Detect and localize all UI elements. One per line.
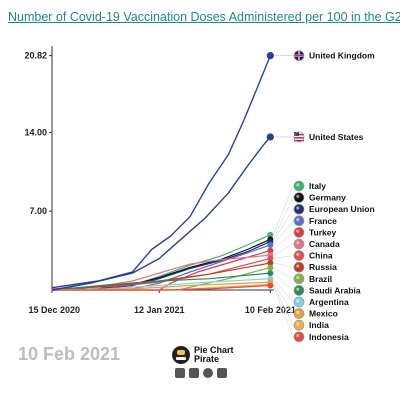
uk-flag-icon xyxy=(293,50,305,61)
reddit-icon[interactable] xyxy=(203,368,213,378)
mexico-flag-icon xyxy=(293,308,305,319)
series-endpoint-united-states xyxy=(266,133,274,141)
series-endpoint-china xyxy=(267,255,274,262)
legend-label-china: China xyxy=(309,251,333,261)
series-endpoint-brazil xyxy=(267,264,274,271)
france-flag-icon xyxy=(293,215,305,227)
saudi-arabia-flag-icon xyxy=(293,285,305,296)
series-endpoint-united-kingdom xyxy=(266,52,274,60)
series-endpoint-russia xyxy=(267,259,274,266)
legend-label-turkey: Turkey xyxy=(309,227,337,237)
legend-label-united-kingdom: United Kingdom xyxy=(309,51,375,61)
y-tick-label-2: 20.82 xyxy=(24,51,47,61)
series-endpoint-turkey xyxy=(267,247,274,254)
legend-leader-india xyxy=(273,284,294,326)
series-line-united-states xyxy=(51,136,271,291)
series-line-indonesia xyxy=(52,284,271,291)
legend-label-italy: Italy xyxy=(309,181,326,191)
legend-leader-china xyxy=(273,255,294,259)
facebook-icon[interactable] xyxy=(189,368,199,378)
legend-leader-argentina xyxy=(273,278,294,303)
legend-leader-russia xyxy=(273,262,294,268)
china-flag-icon xyxy=(293,250,305,261)
turkey-flag-icon xyxy=(293,227,305,238)
legend-leader-mexico xyxy=(273,281,294,314)
legend-label-russia: Russia xyxy=(309,262,337,272)
series-line-united-kingdom xyxy=(51,55,271,289)
brand-name-line2: Pirate xyxy=(194,354,220,364)
germany-flag-icon xyxy=(293,192,305,203)
legend-label-indonesia: Indonesia xyxy=(309,332,349,342)
legend-label-european-union: European Union xyxy=(309,204,375,214)
brazil-flag-icon xyxy=(293,273,305,285)
series-line-argentina xyxy=(51,278,271,291)
brand-name: Pie Chart Pirate xyxy=(194,346,234,364)
y-tick-label-1: 14.00 xyxy=(24,127,47,137)
legend-label-canada: Canada xyxy=(309,239,340,249)
pirate-logo-icon xyxy=(172,346,190,364)
series-line-saudi-arabia xyxy=(51,272,271,291)
chart-title: Number of Covid-19 Vaccination Doses Adm… xyxy=(8,10,400,24)
legend-leader-european-union xyxy=(273,209,294,242)
lines-layer xyxy=(51,52,274,291)
legend-label-united-states: United States xyxy=(309,132,364,142)
eu-flag-icon xyxy=(293,203,305,215)
legend-leader-saudi-arabia xyxy=(273,272,294,291)
youtube-icon[interactable] xyxy=(175,368,185,378)
legend-leader-brazil xyxy=(273,267,294,280)
legend-leader-indonesia xyxy=(273,285,294,337)
indonesia-flag-icon xyxy=(293,331,305,343)
legend-label-argentina: Argentina xyxy=(309,297,349,307)
x-tick-label-2: 10 Feb 2021 xyxy=(245,305,296,315)
series-endpoint-italy xyxy=(267,231,274,238)
legend-leader-germany xyxy=(273,197,294,240)
legend-label-india: India xyxy=(309,320,329,330)
italy-flag-icon xyxy=(293,180,305,192)
series-endpoint-indonesia xyxy=(267,282,274,289)
russia-flag-icon xyxy=(293,261,305,273)
legend-label-saudi-arabia: Saudi Arabia xyxy=(309,285,361,295)
legend-label-brazil: Brazil xyxy=(309,274,332,284)
legend-leader-canada xyxy=(273,243,294,256)
legend-leader-turkey xyxy=(273,232,294,251)
legend-label-france: France xyxy=(309,216,337,226)
series-endpoint-saudi-arabia xyxy=(267,270,274,277)
series-line-european-union xyxy=(51,241,271,291)
y-tick-label-0: 7.00 xyxy=(29,206,47,216)
social-icons xyxy=(175,368,231,386)
us-flag-icon xyxy=(293,131,305,143)
india-flag-icon xyxy=(293,319,305,331)
legend-label-germany: Germany xyxy=(309,193,346,203)
brand-name-line1: Pie Chart xyxy=(194,345,234,355)
instagram-icon[interactable] xyxy=(217,368,227,378)
legend-label-mexico: Mexico xyxy=(309,309,338,319)
legend-layer: United Kingdom United States Italy GermanyE… xyxy=(273,50,375,343)
series-endpoint-france xyxy=(267,241,274,248)
x-tick-label-0: 15 Dec 2020 xyxy=(28,305,80,315)
legend-leader-italy xyxy=(273,185,294,235)
x-tick-label-1: 12 Jan 2021 xyxy=(134,305,185,315)
current-date-label: 10 Feb 2021 xyxy=(18,344,121,364)
argentina-flag-icon xyxy=(293,296,305,308)
legend-leader-france xyxy=(273,220,294,246)
canada-flag-icon xyxy=(293,238,305,250)
